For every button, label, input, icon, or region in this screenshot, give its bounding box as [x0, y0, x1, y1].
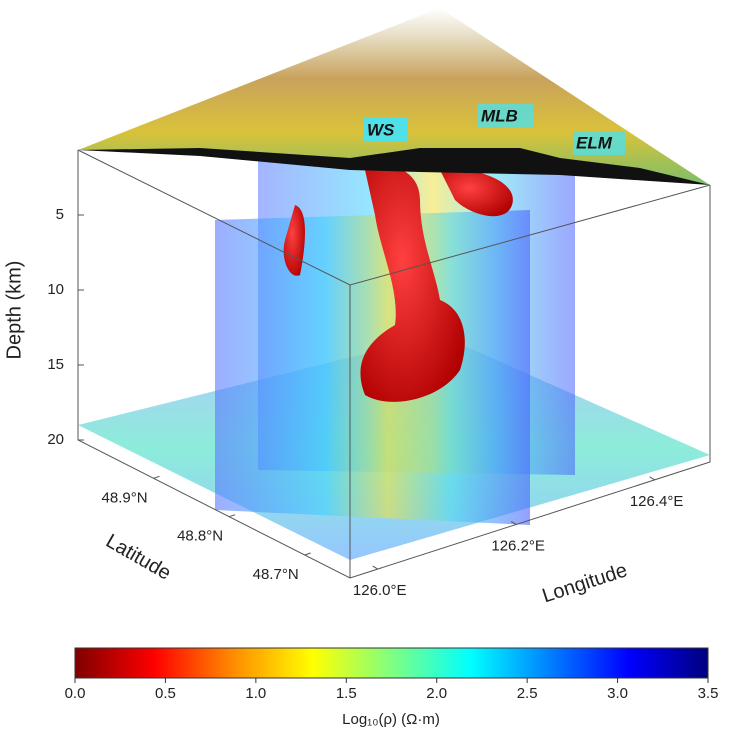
lat-tick-label: 48.7°N — [253, 566, 299, 583]
z-tick-label: 15 — [47, 356, 64, 373]
colorbar-tick-label: 2.5 — [517, 685, 538, 702]
colorbar — [74, 647, 709, 679]
z-axis-label: Depth (km) — [3, 261, 25, 360]
z-tick-label: 10 — [47, 281, 64, 298]
lat-tick-label: 48.9°N — [102, 489, 148, 506]
conductor — [360, 165, 465, 402]
colorbar-label: Log₁₀(ρ) (Ω·m) — [342, 711, 440, 728]
colorbar-tick-label: 1.5 — [336, 685, 357, 702]
z-tick-label: 20 — [47, 431, 64, 448]
colorbar-tick-label: 3.0 — [607, 685, 628, 702]
scene — [77, 8, 711, 579]
lon-tick — [372, 565, 378, 570]
annotation: ELM — [576, 133, 613, 152]
annotation: WS — [367, 120, 395, 139]
colorbar-tick-label: 0.0 — [65, 685, 86, 702]
box-edge — [77, 149, 711, 286]
conductor — [283, 205, 305, 276]
lon-tick-label: 126.4°E — [630, 493, 684, 510]
lon-tick-label: 126.2°E — [491, 537, 545, 554]
lon-tick-label: 126.0°E — [353, 582, 407, 599]
lat-tick — [153, 475, 160, 479]
annotation-bg — [573, 131, 625, 155]
lat-tick — [304, 552, 311, 556]
terrain-edge — [78, 148, 710, 185]
lat-axis-label: Latitude — [102, 530, 175, 585]
annotation-bg — [364, 118, 408, 142]
annotation: MLB — [481, 106, 518, 125]
colorbar-tick-label: 3.5 — [698, 685, 719, 702]
terrain — [78, 8, 710, 185]
colorbar-tick-label: 2.0 — [426, 685, 447, 702]
lon-axis-label: Longitude — [540, 559, 630, 607]
conductor — [440, 169, 513, 217]
colorbar-tick-label: 0.5 — [155, 685, 176, 702]
lat-tick — [228, 514, 236, 518]
lon-tick — [649, 476, 655, 481]
annotation-bg — [478, 104, 534, 128]
colorbar-tick-label: 1.0 — [245, 685, 266, 702]
z-tick-label: 5 — [56, 206, 64, 223]
lat-tick-label: 48.8°N — [177, 528, 223, 545]
lon-tick — [510, 521, 517, 525]
